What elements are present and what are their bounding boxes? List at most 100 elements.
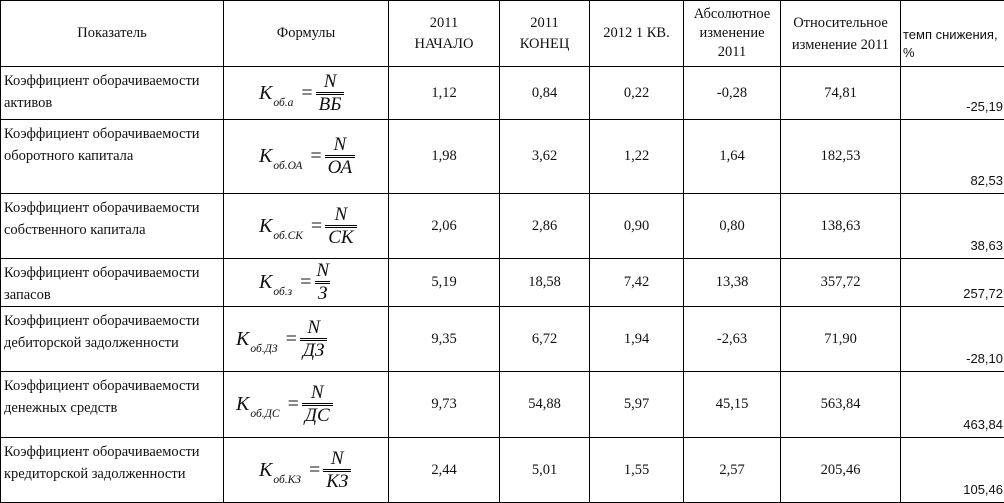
formula-k: K xyxy=(259,83,272,104)
value-abs-change: 45,15 xyxy=(684,372,781,438)
indicator-name: Коэффициент оборачиваемости кредиторской… xyxy=(1,438,224,503)
value-rel-change: 357,72 xyxy=(781,259,901,307)
value-2012-q1: 1,55 xyxy=(590,438,684,503)
formula-numerator: N xyxy=(332,135,349,155)
value-2012-q1: 5,97 xyxy=(590,372,684,438)
value-abs-change: -2,63 xyxy=(684,307,781,372)
header-indicator: Показатель xyxy=(1,1,224,67)
value-2012-q1: 1,22 xyxy=(590,120,684,194)
value-2011-start: 9,35 xyxy=(389,307,500,372)
formula-subscript: об.КЗ xyxy=(273,470,301,491)
value-2011-start: 2,44 xyxy=(389,438,500,503)
value-abs-change: 2,57 xyxy=(684,438,781,503)
header-2011-start-year: 2011 xyxy=(389,13,499,34)
header-rate: темп снижения, % xyxy=(901,1,1004,67)
value-2011-end: 18,58 xyxy=(500,259,590,307)
formula-numerator: N xyxy=(322,72,339,92)
header-rel-change: Относительное изменение 2011 xyxy=(781,1,901,67)
formula-denominator: З xyxy=(315,281,330,304)
value-2011-end: 2,86 xyxy=(500,194,590,259)
value-2011-end: 3,62 xyxy=(500,120,590,194)
value-2012-q1: 1,94 xyxy=(590,307,684,372)
value-rel-change: 182,53 xyxy=(781,120,901,194)
formula-denominator: СК xyxy=(325,225,356,248)
formula-subscript: об.з xyxy=(273,282,292,303)
formula-numerator: N xyxy=(329,449,346,469)
header-row: Показатель Формулы 2011 НАЧАЛО 2011 КОНЕ… xyxy=(1,1,1004,67)
formula-k: K xyxy=(236,394,249,415)
header-2011-end: 2011 КОНЕЦ xyxy=(500,1,590,67)
value-abs-change: -0,28 xyxy=(684,67,781,120)
value-rate: -25,19 xyxy=(901,67,1004,120)
value-rate: 38,63 xyxy=(901,194,1004,259)
value-rate: 463,84 xyxy=(901,372,1004,438)
indicator-name: Коэффициент оборачиваемости активов xyxy=(1,67,224,120)
formula-denominator: ОА xyxy=(325,155,355,178)
formula-subscript: об.ДС xyxy=(250,404,279,425)
formula-subscript: об.ОА xyxy=(273,156,302,177)
formula-denominator: ВБ xyxy=(316,92,345,115)
header-abs-change: Абсолютное изменение 2011 xyxy=(684,1,781,67)
value-2011-end: 5,01 xyxy=(500,438,590,503)
indicator-name: Коэффициент оборачиваемости собственного… xyxy=(1,194,224,259)
formula-numerator: N xyxy=(305,318,322,338)
indicator-name: Коэффициент оборачиваемости оборотного к… xyxy=(1,120,224,194)
header-2011-start-label: НАЧАЛО xyxy=(389,34,499,55)
value-2011-start: 1,12 xyxy=(389,67,500,120)
formula-numerator: N xyxy=(333,205,350,225)
value-rel-change: 138,63 xyxy=(781,194,901,259)
formula-numerator: N xyxy=(314,261,331,281)
formula-denominator: КЗ xyxy=(323,469,351,492)
formula-denominator: ДЗ xyxy=(300,338,328,361)
formula-equals: = xyxy=(300,272,311,293)
table-row: Коэффициент оборачиваемости собственного… xyxy=(1,194,1004,259)
value-rate: 105,46 xyxy=(901,438,1004,503)
table-row: Коэффициент оборачиваемости оборотного к… xyxy=(1,120,1004,194)
formula-numerator: N xyxy=(309,383,326,403)
value-abs-change: 0,80 xyxy=(684,194,781,259)
formula-equals: = xyxy=(311,216,322,237)
value-2011-start: 2,06 xyxy=(389,194,500,259)
header-2011-start: 2011 НАЧАЛО xyxy=(389,1,500,67)
value-2012-q1: 7,42 xyxy=(590,259,684,307)
indicator-name: Коэффициент оборачиваемости денежных сре… xyxy=(1,372,224,438)
value-rel-change: 563,84 xyxy=(781,372,901,438)
value-2011-end: 0,84 xyxy=(500,67,590,120)
value-rel-change: 71,90 xyxy=(781,307,901,372)
value-2011-start: 5,19 xyxy=(389,259,500,307)
table-row: Коэффициент оборачиваемости кредиторской… xyxy=(1,438,1004,503)
value-rate: -28,10 xyxy=(901,307,1004,372)
value-rel-change: 74,81 xyxy=(781,67,901,120)
header-2011-end-year: 2011 xyxy=(500,13,589,34)
value-abs-change: 1,64 xyxy=(684,120,781,194)
formula-equals: = xyxy=(288,394,299,415)
table-row: Коэффициент оборачиваемости дебиторской … xyxy=(1,307,1004,372)
value-rate: 257,72 xyxy=(901,259,1004,307)
formula-k: K xyxy=(259,272,272,293)
formula-equals: = xyxy=(301,83,312,104)
formula-equals: = xyxy=(286,329,297,350)
formula-k: K xyxy=(259,146,272,167)
value-rate: 82,53 xyxy=(901,120,1004,194)
value-2011-start: 9,73 xyxy=(389,372,500,438)
